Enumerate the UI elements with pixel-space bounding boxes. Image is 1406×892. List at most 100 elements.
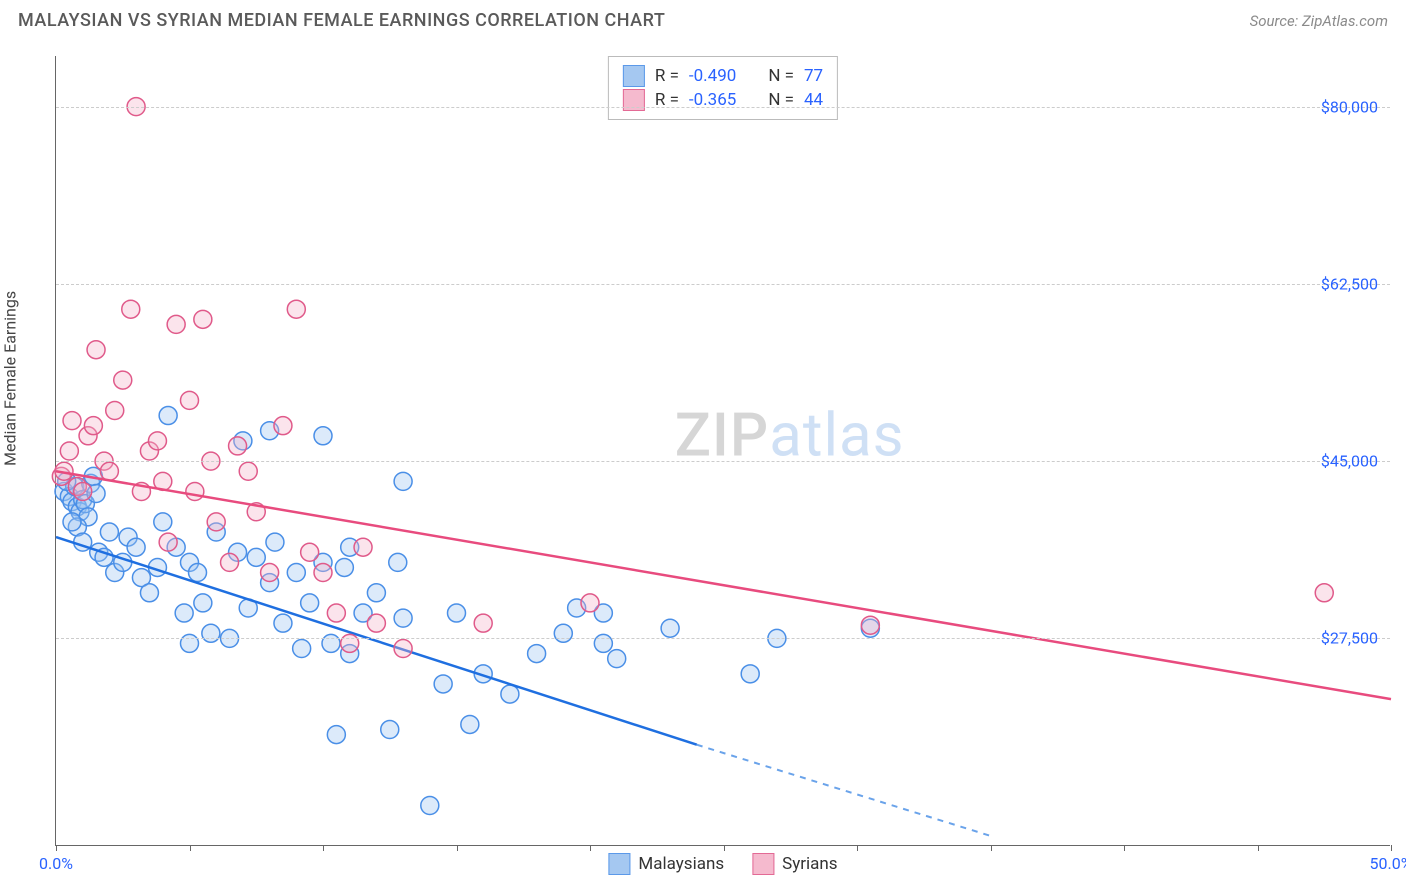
data-point: [301, 543, 319, 561]
legend-item-label: Syrians: [782, 854, 837, 874]
y-tick-label: $45,000: [1321, 452, 1378, 471]
y-tick-label: $80,000: [1321, 97, 1378, 116]
data-point: [608, 650, 626, 668]
data-point: [434, 675, 452, 693]
data-point: [335, 558, 353, 576]
x-tick: [590, 845, 591, 851]
data-point: [167, 315, 185, 333]
x-tick: [724, 845, 725, 851]
data-point: [87, 341, 105, 359]
data-point: [127, 538, 145, 556]
legend-item: Malaysians: [608, 853, 724, 875]
data-point: [274, 417, 292, 435]
data-point: [421, 796, 439, 814]
y-tick-label: $62,500: [1321, 274, 1378, 293]
y-tick-label: $27,500: [1321, 629, 1378, 648]
data-point: [661, 619, 679, 637]
data-point: [354, 538, 372, 556]
data-point: [322, 634, 340, 652]
data-point: [394, 609, 412, 627]
x-tick-label: 0.0%: [39, 854, 73, 873]
data-point: [367, 584, 385, 602]
data-point: [327, 604, 345, 622]
gridline-h: [56, 638, 1390, 639]
legend-row: R =-0.490N =77: [623, 65, 823, 87]
data-point: [181, 391, 199, 409]
source-label: Source: ZipAtlas.com: [1250, 12, 1388, 30]
x-tick: [1258, 845, 1259, 851]
data-point: [194, 594, 212, 612]
data-point: [189, 564, 207, 582]
data-point: [381, 721, 399, 739]
data-point: [741, 665, 759, 683]
data-point: [367, 614, 385, 632]
data-point: [114, 371, 132, 389]
data-point: [207, 513, 225, 531]
data-point: [159, 533, 177, 551]
data-point: [861, 616, 879, 634]
data-point: [221, 553, 239, 571]
data-point: [60, 442, 78, 460]
data-point: [175, 604, 193, 622]
data-point: [63, 513, 81, 531]
data-point: [314, 564, 332, 582]
data-point: [100, 462, 118, 480]
data-point: [159, 407, 177, 425]
data-point: [287, 300, 305, 318]
data-point: [327, 726, 345, 744]
n-value: 77: [804, 66, 823, 86]
data-point: [554, 624, 572, 642]
data-point: [274, 614, 292, 632]
data-point: [186, 483, 204, 501]
data-point: [140, 584, 158, 602]
data-point: [261, 564, 279, 582]
legend-item: Syrians: [752, 853, 837, 875]
data-point: [74, 483, 92, 501]
data-point: [266, 533, 284, 551]
legend-swatch: [623, 65, 645, 87]
data-point: [100, 523, 118, 541]
svg-layer: [56, 56, 1390, 845]
gridline-h: [56, 107, 1390, 108]
chart-container: Median Female Earnings ZIPatlas R =-0.49…: [0, 46, 1406, 892]
data-point: [394, 472, 412, 490]
data-point: [389, 553, 407, 571]
data-point: [501, 685, 519, 703]
x-tick: [190, 845, 191, 851]
r-value: -0.490: [689, 66, 736, 86]
legend-item-label: Malaysians: [638, 854, 724, 874]
data-point: [394, 640, 412, 658]
data-point: [122, 300, 140, 318]
legend-row: R =-0.365N =44: [623, 89, 823, 111]
data-point: [194, 310, 212, 328]
x-tick-label: 50.0%: [1370, 854, 1406, 873]
data-point: [287, 564, 305, 582]
x-tick: [323, 845, 324, 851]
data-point: [448, 604, 466, 622]
data-point: [1315, 584, 1333, 602]
gridline-h: [56, 461, 1390, 462]
data-point: [301, 594, 319, 612]
x-tick: [1124, 845, 1125, 851]
legend-correlation: R =-0.490N =77R =-0.365N =44: [608, 56, 838, 120]
r-label: R =: [655, 66, 679, 86]
x-tick: [1391, 845, 1392, 851]
data-point: [202, 624, 220, 642]
gridline-h: [56, 284, 1390, 285]
data-point: [106, 401, 124, 419]
data-point: [84, 417, 102, 435]
data-point: [239, 462, 257, 480]
data-point: [229, 437, 247, 455]
plot-area: ZIPatlas R =-0.490N =77R =-0.365N =44 Ma…: [55, 56, 1390, 846]
y-axis-label: Median Female Earnings: [1, 291, 20, 466]
legend-swatch: [608, 853, 630, 875]
data-point: [461, 715, 479, 733]
data-point: [247, 548, 265, 566]
data-point: [341, 634, 359, 652]
data-point: [314, 427, 332, 445]
data-point: [474, 614, 492, 632]
trend-line-extrapolated: [697, 745, 991, 836]
data-point: [148, 432, 166, 450]
data-point: [181, 634, 199, 652]
trend-line: [56, 471, 1391, 699]
